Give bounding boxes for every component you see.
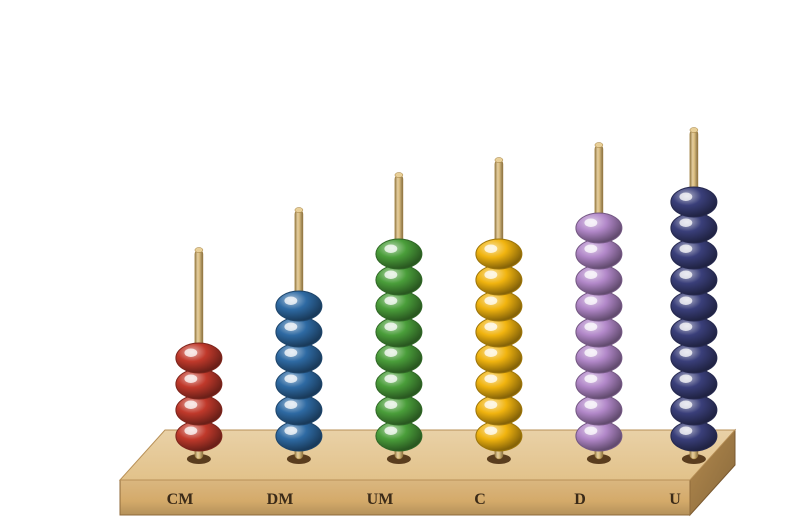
bead-highlight	[584, 375, 597, 383]
rod-cap	[595, 143, 603, 148]
bead-highlight	[484, 271, 497, 279]
bead-highlight	[284, 401, 297, 409]
bead	[376, 239, 422, 269]
bead-highlight	[584, 323, 597, 331]
bead-highlight	[384, 297, 397, 305]
bead-highlight	[384, 427, 397, 435]
bead-highlight	[679, 193, 692, 201]
bead-stack	[576, 213, 622, 451]
rod-cap	[495, 158, 503, 163]
column-label: CM	[167, 491, 194, 508]
bead-highlight	[484, 427, 497, 435]
bead-highlight	[184, 401, 197, 409]
rod-cap	[295, 208, 303, 213]
bead-highlight	[679, 427, 692, 435]
bead	[476, 239, 522, 269]
column-label: DM	[267, 491, 294, 508]
bead-highlight	[184, 375, 197, 383]
bead-highlight	[679, 271, 692, 279]
bead-highlight	[679, 375, 692, 383]
bead-highlight	[584, 401, 597, 409]
bead-stack	[376, 239, 422, 451]
bead-highlight	[284, 375, 297, 383]
bead-stack	[476, 239, 522, 451]
bead-highlight	[584, 297, 597, 305]
bead	[176, 343, 222, 373]
bead-highlight	[384, 349, 397, 357]
abacus-diagram: CM DM UM C D U	[0, 0, 800, 519]
bead-highlight	[284, 323, 297, 331]
bead-highlight	[384, 245, 397, 253]
bead	[576, 213, 622, 243]
bead	[671, 187, 717, 217]
bead	[276, 291, 322, 321]
bead-highlight	[184, 349, 197, 357]
bead-highlight	[384, 271, 397, 279]
bead-highlight	[679, 219, 692, 227]
abacus-svg: CM DM UM C D U	[0, 0, 800, 519]
bead-highlight	[584, 245, 597, 253]
bead-highlight	[484, 401, 497, 409]
bead-highlight	[484, 375, 497, 383]
column-label: U	[669, 491, 681, 508]
bead-highlight	[384, 401, 397, 409]
bead-highlight	[679, 245, 692, 253]
bead-stack	[671, 187, 717, 451]
column-label: D	[574, 491, 586, 508]
bead-highlight	[284, 297, 297, 305]
rod-cap	[395, 173, 403, 178]
column-label: C	[474, 491, 486, 508]
bead-highlight	[584, 349, 597, 357]
bead-stack	[176, 343, 222, 451]
bead-highlight	[679, 349, 692, 357]
bead-highlight	[679, 401, 692, 409]
bead-highlight	[679, 323, 692, 331]
column-label: UM	[367, 491, 394, 508]
bead-highlight	[384, 375, 397, 383]
bead-highlight	[384, 323, 397, 331]
bead-highlight	[184, 427, 197, 435]
bead-highlight	[484, 245, 497, 253]
bead-highlight	[484, 349, 497, 357]
bead-highlight	[484, 323, 497, 331]
bead-highlight	[584, 219, 597, 227]
rod-cap	[195, 248, 203, 253]
rod-cap	[690, 128, 698, 133]
bead-highlight	[484, 297, 497, 305]
bead-highlight	[584, 271, 597, 279]
bead-stack	[276, 291, 322, 451]
bead-highlight	[584, 427, 597, 435]
bead-highlight	[284, 427, 297, 435]
bead-highlight	[679, 297, 692, 305]
bead-highlight	[284, 349, 297, 357]
base-front	[120, 480, 690, 515]
